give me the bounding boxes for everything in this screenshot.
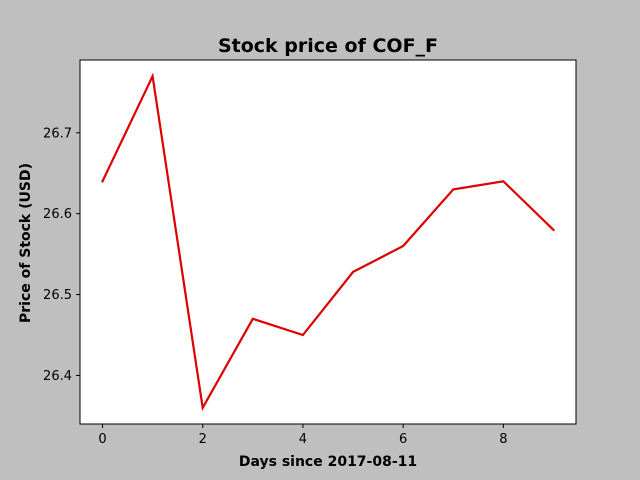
x-tick-label: 0 xyxy=(98,432,106,447)
plot-area xyxy=(80,60,576,424)
x-tick-label: 4 xyxy=(299,432,307,447)
series-line xyxy=(101,72,556,412)
y-tick-label: 26.4 xyxy=(43,369,72,384)
plot-frame xyxy=(79,59,577,425)
x-axis-label: Days since 2017-08-11 xyxy=(239,454,417,470)
y-axis-ticks: 26.4 26.5 26.6 26.7 xyxy=(43,126,80,384)
series-layer xyxy=(101,72,556,412)
chart-title: Stock price of COF_F xyxy=(218,35,438,57)
y-axis-label: Price of Stock (USD) xyxy=(18,163,34,323)
y-tick-label: 26.7 xyxy=(43,126,72,141)
x-tick-label: 6 xyxy=(399,432,407,447)
x-tick-label: 8 xyxy=(499,432,507,447)
y-tick-label: 26.6 xyxy=(43,207,72,222)
x-tick-label: 2 xyxy=(199,432,207,447)
y-tick-label: 26.5 xyxy=(43,288,72,303)
x-axis-ticks: 0 2 4 6 8 xyxy=(98,424,507,447)
